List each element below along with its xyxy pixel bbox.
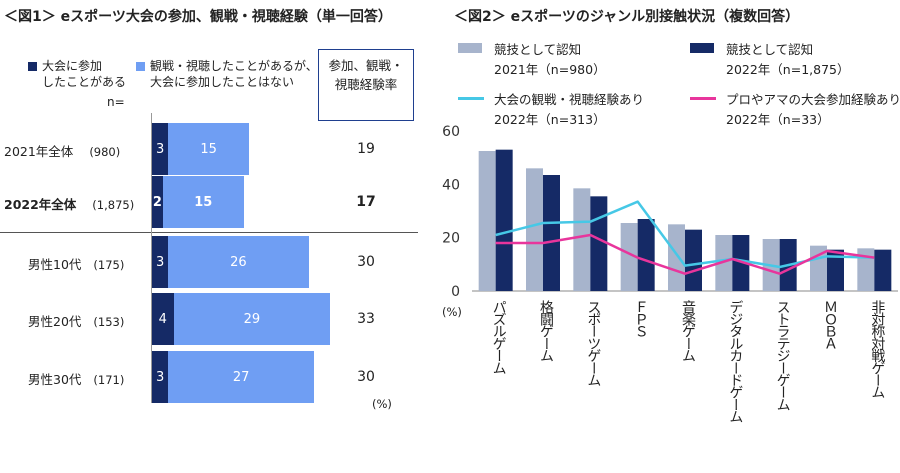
bar — [543, 175, 560, 291]
y-tick-label: 20 — [442, 231, 460, 247]
series-line — [495, 233, 875, 275]
fig1-legend-watched: 観戦・視聴したことがあるが、 大会に参加したことはない — [136, 58, 318, 90]
x-tick-label: ＦＰＳ — [633, 300, 649, 337]
bar-watched: 27 — [168, 351, 314, 403]
fig1-unit: (%) — [372, 397, 392, 411]
row-label: 2021年全体 (980) — [4, 141, 120, 160]
bar — [590, 196, 608, 291]
x-tick-label: ＭＯＢＡ — [822, 300, 838, 349]
y-tick-label: 0 — [451, 284, 460, 300]
x-tick-label: デジタルカードゲーム — [727, 300, 743, 424]
fig2-legend-label: 競技として認知 2021年（n=980） — [494, 42, 606, 77]
bar — [827, 249, 844, 291]
bar-watched: 15 — [162, 176, 244, 228]
row-n: (175) — [93, 258, 125, 272]
row-label: 男性20代 (153) — [28, 311, 124, 330]
x-tick-label: ストラテジーゲーム — [775, 300, 791, 412]
bar-participated: 2 — [152, 176, 163, 228]
bar-participated: 3 — [152, 351, 169, 403]
y-tick-label: 40 — [442, 177, 460, 193]
rate-value: 30 — [357, 254, 375, 270]
bar — [685, 229, 702, 291]
rate-value: 17 — [356, 194, 376, 210]
bar-watched: 15 — [168, 123, 250, 175]
rate-value: 19 — [357, 141, 375, 157]
fig2-legend-label: プロやアマの大会参加経験あり 2022年（n=33） — [726, 92, 900, 127]
bar-watched: 29 — [173, 293, 331, 345]
fig2-legend-item: 大会の観戦・視聴経験あり 2022年（n=313） — [458, 90, 644, 130]
fig1-axis — [151, 113, 152, 403]
bar — [857, 248, 875, 291]
fig2-legend-label: 競技として認知 2022年（n=1,875） — [726, 42, 850, 77]
fig1-legend-participated: 大会に参加 したことがある — [28, 58, 126, 90]
fig2-legend-item: 競技として認知 2022年（n=1,875） — [690, 40, 850, 80]
x-tick-label: 格闘ゲーム — [538, 300, 554, 363]
bar — [478, 151, 496, 291]
bar — [732, 235, 750, 291]
bar — [874, 249, 892, 291]
fig2-legend-item: プロやアマの大会参加経験あり 2022年（n=33） — [690, 90, 900, 130]
row-label: 2022年全体 (1,875) — [4, 194, 134, 213]
legend-swatch-watched — [136, 62, 145, 71]
fig2-legend-label: 大会の観戦・視聴経験あり 2022年（n=313） — [494, 92, 645, 127]
n-label: n= — [107, 95, 125, 109]
x-tick-label: スポーツゲーム — [585, 300, 601, 388]
row-category: 男性20代 — [28, 314, 82, 329]
legend-label-watched: 観戦・視聴したことがあるが、 大会に参加したことはない — [150, 59, 318, 89]
row-n: (1,875) — [92, 198, 135, 212]
legend-swatch-participated — [28, 62, 37, 71]
fig2-legend-swatch — [690, 43, 714, 53]
legend-label-participated: 大会に参加 したことがある — [42, 59, 127, 89]
fig1-divider — [0, 232, 418, 233]
bar — [573, 188, 591, 291]
bar — [668, 224, 685, 291]
bar-participated: 4 — [152, 293, 174, 345]
row-category: 男性10代 — [28, 257, 82, 272]
row-n: (171) — [93, 373, 125, 387]
fig1-title: ＜図1＞ eスポーツ大会の参加、観戦・視聴経験（単一回答） — [4, 9, 392, 25]
bar-watched: 26 — [168, 236, 309, 288]
row-category: 2022年全体 — [4, 197, 77, 212]
row-n: (153) — [93, 315, 125, 329]
x-tick-label: パズルゲーム — [491, 300, 507, 375]
bar — [495, 149, 513, 291]
fig2-title: ＜図2＞ eスポーツのジャンル別接触状況（複数回答） — [454, 9, 800, 25]
x-tick-label: 音楽ゲーム — [680, 299, 696, 363]
bar — [715, 235, 733, 291]
bar — [637, 219, 655, 291]
bar — [620, 223, 638, 291]
fig2-legend-swatch — [458, 43, 482, 53]
rate-value: 33 — [357, 311, 375, 327]
bar-participated: 3 — [152, 236, 169, 288]
rate-value: 30 — [357, 369, 375, 385]
row-label: 男性30代 (171) — [28, 369, 124, 388]
rate-header: 参加、観戦・ 視聴経験率 — [318, 49, 414, 121]
fig2-unit: (%) — [442, 305, 462, 319]
row-category: 2021年全体 — [4, 144, 74, 159]
bar-participated: 3 — [152, 123, 169, 175]
row-n: (980) — [89, 145, 121, 159]
fig2-legend-swatch — [458, 97, 484, 100]
fig2-legend-item: 競技として認知 2021年（n=980） — [458, 40, 606, 80]
row-category: 男性30代 — [28, 372, 82, 387]
bar — [526, 168, 543, 291]
fig2-legend-swatch — [690, 97, 716, 100]
row-label: 男性10代 (175) — [28, 254, 124, 273]
x-tick-label: 非対称対戦ゲーム — [869, 300, 885, 400]
y-tick-label: 60 — [442, 124, 460, 140]
